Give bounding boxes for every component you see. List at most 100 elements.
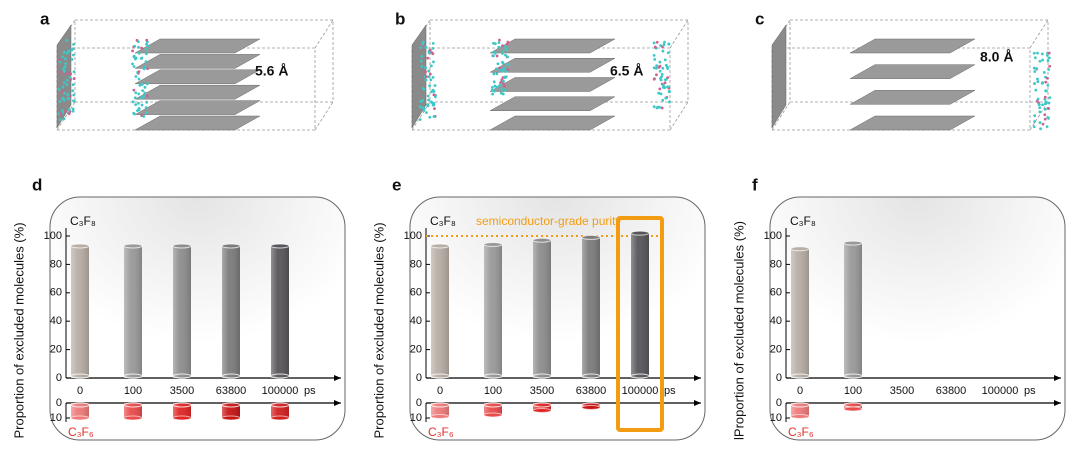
lower-y-tick-label: 0 [56, 397, 62, 409]
molecule-atom [502, 79, 505, 83]
molecule-atom [64, 62, 68, 65]
molecule-atom [1043, 102, 1047, 106]
molecule-atom [655, 106, 659, 110]
molecule-atom [72, 42, 75, 46]
panel-label: e [392, 175, 401, 194]
molecule-atom [136, 40, 140, 44]
bar-shine [124, 245, 142, 378]
molecule-atom [501, 52, 504, 55]
molecule-atom [67, 97, 71, 101]
molecule-atom [1041, 81, 1044, 85]
molecule-atom [653, 57, 657, 61]
molecule-atom [1044, 89, 1048, 93]
molecule-atom [134, 56, 138, 60]
molecule-atom [1037, 103, 1041, 106]
y-axis-label: Proportion of excluded molecules (%) [371, 222, 386, 438]
molecule-atom [1036, 80, 1040, 83]
legend-entry: C₃F₆ [788, 425, 814, 439]
molecule-atom [1038, 110, 1042, 114]
molecule-atom [493, 84, 497, 88]
molecule-atom [1032, 125, 1036, 129]
molecule-atom [1045, 125, 1049, 129]
molecule-atom [667, 42, 671, 46]
molecule-atom [665, 65, 669, 69]
molecule-atom [1047, 116, 1050, 120]
molecule-atom [144, 106, 148, 110]
molecule-atom [140, 46, 143, 50]
bar-cap [430, 243, 450, 249]
molecule-atom [500, 87, 504, 91]
molecule-atom [500, 69, 504, 73]
molecule-atom [65, 78, 69, 82]
y-tick-label: 20 [410, 344, 422, 356]
molecule-atom [1041, 58, 1045, 62]
molecule-atom [62, 50, 66, 54]
molecule-atom [140, 56, 144, 60]
molecule-atom [1046, 107, 1050, 110]
molecule-atom [658, 64, 662, 68]
graphene-sheet [134, 100, 261, 115]
molecule-atom [1041, 122, 1045, 126]
molecule-atom [145, 94, 149, 98]
molecule-atom [420, 65, 424, 69]
molecule-atom [421, 87, 425, 91]
molecule-atom [132, 111, 136, 115]
molecule-atom [421, 42, 424, 46]
graphene-sheet [849, 115, 976, 131]
bar-cap [172, 243, 192, 249]
molecule-atom [1045, 54, 1049, 57]
simulation-box [411, 19, 689, 131]
bar-cap [790, 402, 810, 408]
molecule-atom [144, 52, 148, 56]
molecule-atom [661, 49, 665, 53]
x-tick-label: 3500 [170, 385, 194, 397]
molecule-atom [131, 62, 134, 66]
molecule-atom [131, 49, 134, 53]
molecule-atom [427, 69, 431, 73]
molecule-atom [660, 106, 664, 110]
y-axis-label: Proportion of excluded molecules (%) [11, 222, 26, 438]
y-tick-label: 80 [50, 258, 62, 270]
molecule-atom [492, 80, 496, 84]
bar-base [123, 373, 143, 379]
y-tick-label: 60 [410, 287, 422, 299]
molecule-atom [1038, 59, 1042, 63]
molecule-atom [666, 85, 670, 89]
molecule-atom [145, 42, 148, 46]
molecule-atom [63, 110, 67, 113]
x-tick-label: 3500 [890, 385, 914, 397]
molecule-atom [492, 41, 495, 45]
molecule-atom [72, 93, 76, 97]
molecule-atom [62, 67, 65, 71]
molecule-atom [1043, 113, 1047, 117]
molecule-atom [140, 103, 144, 107]
bar-shine [173, 245, 191, 378]
molecule-atom [141, 89, 145, 93]
bar-shine [533, 240, 551, 378]
molecule-atom [63, 57, 67, 61]
molecule-atom [493, 89, 496, 93]
lower-y-tick-label: 10 [770, 412, 782, 424]
molecule-atom [428, 48, 432, 52]
molecule-atom [428, 115, 432, 119]
molecule-atom [433, 84, 437, 87]
molecule-atom [1046, 76, 1049, 80]
box-edge [56, 101, 76, 131]
molecule-atom [72, 70, 76, 74]
molecule-atom [432, 60, 435, 64]
axis-arrow [334, 400, 341, 406]
molecule-atom [490, 88, 494, 92]
molecule-atom [65, 38, 69, 42]
molecule-atom [137, 108, 141, 112]
molecule-atom [143, 85, 147, 89]
molecule-atom [145, 111, 149, 115]
molecule-atom [134, 91, 138, 95]
lower-y-tick-label: 10 [50, 412, 62, 424]
molecule-atom [491, 92, 495, 96]
bar-shine [271, 245, 289, 378]
bar-cap [483, 242, 503, 248]
molecule-atom [658, 60, 662, 64]
molecule-atom [58, 71, 62, 74]
molecule-atom [425, 111, 428, 115]
legend-entry: C₃F₈ [790, 214, 816, 228]
